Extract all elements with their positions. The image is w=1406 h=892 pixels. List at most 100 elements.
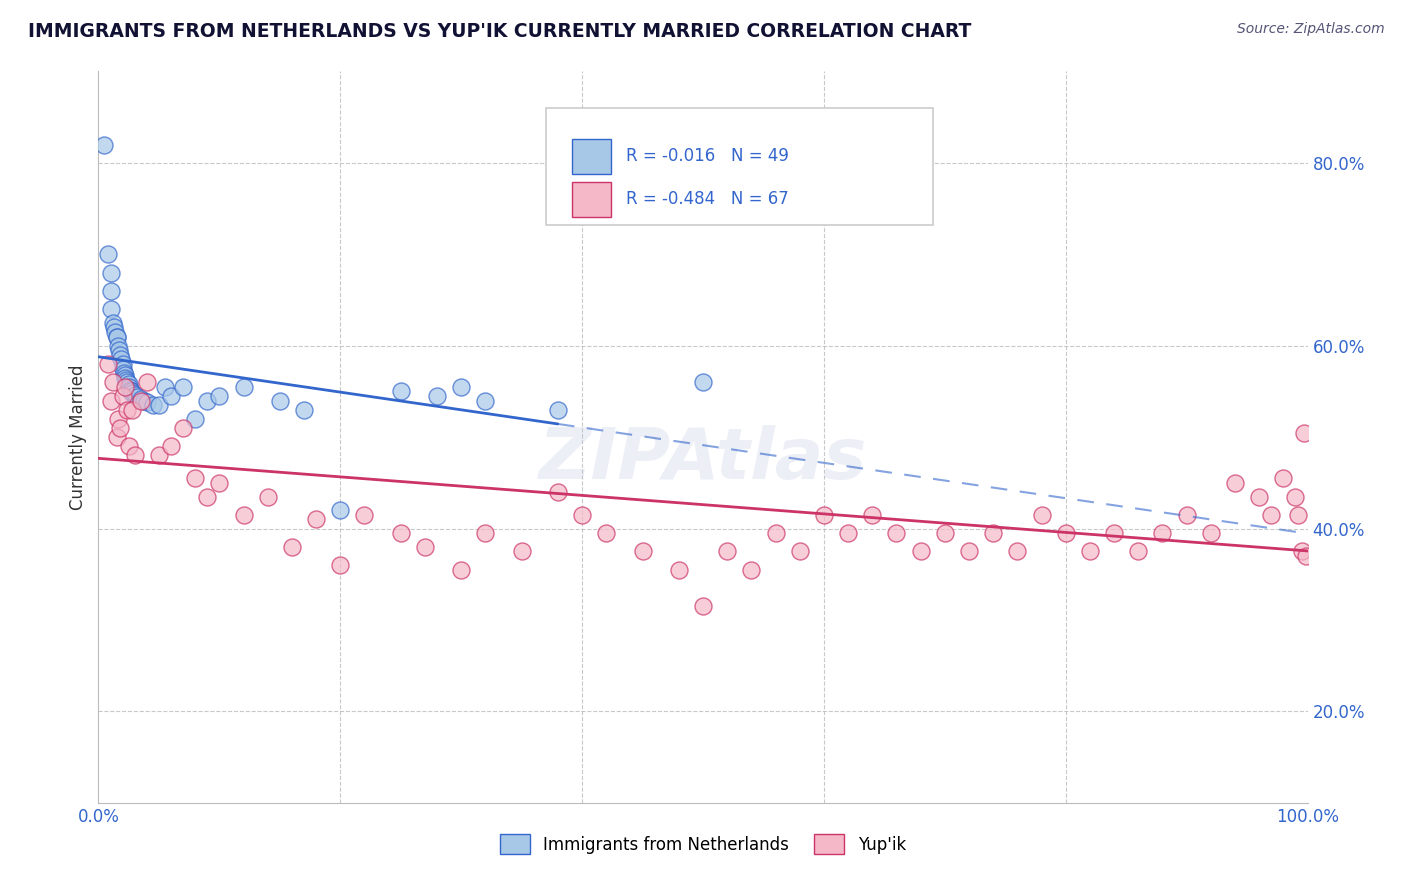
Point — [1007, 544, 1029, 558]
Point — [172, 421, 194, 435]
FancyBboxPatch shape — [572, 182, 612, 217]
Point — [413, 540, 436, 554]
Point — [107, 412, 129, 426]
Text: R = -0.484   N = 67: R = -0.484 N = 67 — [626, 190, 789, 208]
Point — [124, 448, 146, 462]
Point — [160, 439, 183, 453]
Point — [1284, 490, 1306, 504]
Point — [1128, 544, 1150, 558]
Point — [547, 485, 569, 500]
Point — [100, 284, 122, 298]
Point — [121, 386, 143, 401]
Point — [595, 526, 617, 541]
Point — [117, 402, 139, 417]
Point — [111, 357, 134, 371]
Point — [1295, 549, 1317, 563]
Point — [1199, 526, 1222, 541]
Point — [101, 375, 124, 389]
Point — [105, 329, 128, 343]
Point — [256, 490, 278, 504]
Point — [765, 526, 787, 541]
Point — [1286, 508, 1309, 522]
Point — [93, 137, 115, 152]
Point — [103, 320, 125, 334]
Point — [716, 544, 738, 558]
Point — [184, 471, 207, 485]
Point — [184, 412, 207, 426]
Point — [1249, 490, 1271, 504]
Point — [115, 373, 138, 387]
Point — [934, 526, 956, 541]
Point — [172, 380, 194, 394]
Point — [135, 395, 157, 409]
Point — [108, 348, 131, 362]
Point — [120, 384, 142, 399]
Point — [1292, 425, 1315, 440]
Point — [134, 393, 156, 408]
Point — [118, 439, 141, 453]
Point — [571, 508, 593, 522]
Point — [389, 384, 412, 399]
Point — [100, 301, 122, 317]
Point — [110, 352, 132, 367]
Point — [112, 366, 135, 380]
Point — [160, 389, 183, 403]
Point — [114, 368, 136, 382]
Point — [474, 393, 496, 408]
Point — [107, 338, 129, 352]
Point — [114, 370, 136, 384]
Point — [353, 508, 375, 522]
Text: ZIPAtlas: ZIPAtlas — [538, 425, 868, 493]
Point — [232, 508, 254, 522]
Point — [105, 329, 128, 343]
Point — [111, 361, 134, 376]
Point — [547, 402, 569, 417]
Point — [1272, 471, 1295, 485]
Point — [129, 392, 152, 406]
Point — [118, 383, 141, 397]
Point — [135, 375, 157, 389]
Point — [389, 526, 412, 541]
Legend: Immigrants from Netherlands, Yup'ik: Immigrants from Netherlands, Yup'ik — [494, 828, 912, 860]
Point — [1175, 508, 1198, 522]
Point — [148, 448, 170, 462]
Point — [1291, 544, 1313, 558]
Point — [232, 380, 254, 394]
Point — [195, 490, 218, 504]
Y-axis label: Currently Married: Currently Married — [69, 364, 87, 510]
Point — [281, 540, 304, 554]
Point — [860, 508, 883, 522]
Point — [108, 421, 131, 435]
Point — [668, 563, 690, 577]
Point — [1152, 526, 1174, 541]
Point — [142, 398, 165, 412]
Point — [100, 266, 122, 280]
Point — [97, 357, 120, 371]
Point — [292, 402, 315, 417]
Point — [450, 380, 472, 394]
Point — [121, 402, 143, 417]
Point — [1031, 508, 1053, 522]
Text: IMMIGRANTS FROM NETHERLANDS VS YUP'IK CURRENTLY MARRIED CORRELATION CHART: IMMIGRANTS FROM NETHERLANDS VS YUP'IK CU… — [28, 22, 972, 41]
Text: R = -0.016   N = 49: R = -0.016 N = 49 — [626, 147, 789, 165]
Point — [114, 380, 136, 394]
Point — [269, 393, 291, 408]
Point — [100, 393, 122, 408]
Point — [631, 544, 654, 558]
Point — [111, 389, 134, 403]
Point — [981, 526, 1004, 541]
Point — [305, 512, 328, 526]
Point — [129, 393, 152, 408]
Point — [105, 430, 128, 444]
Point — [104, 325, 127, 339]
Text: Source: ZipAtlas.com: Source: ZipAtlas.com — [1237, 22, 1385, 37]
Point — [153, 380, 176, 394]
FancyBboxPatch shape — [546, 108, 932, 225]
Point — [208, 475, 231, 490]
Point — [329, 503, 352, 517]
Point — [118, 377, 141, 392]
Point — [510, 544, 533, 558]
Point — [97, 247, 120, 261]
Point — [127, 390, 149, 404]
Point — [148, 398, 170, 412]
